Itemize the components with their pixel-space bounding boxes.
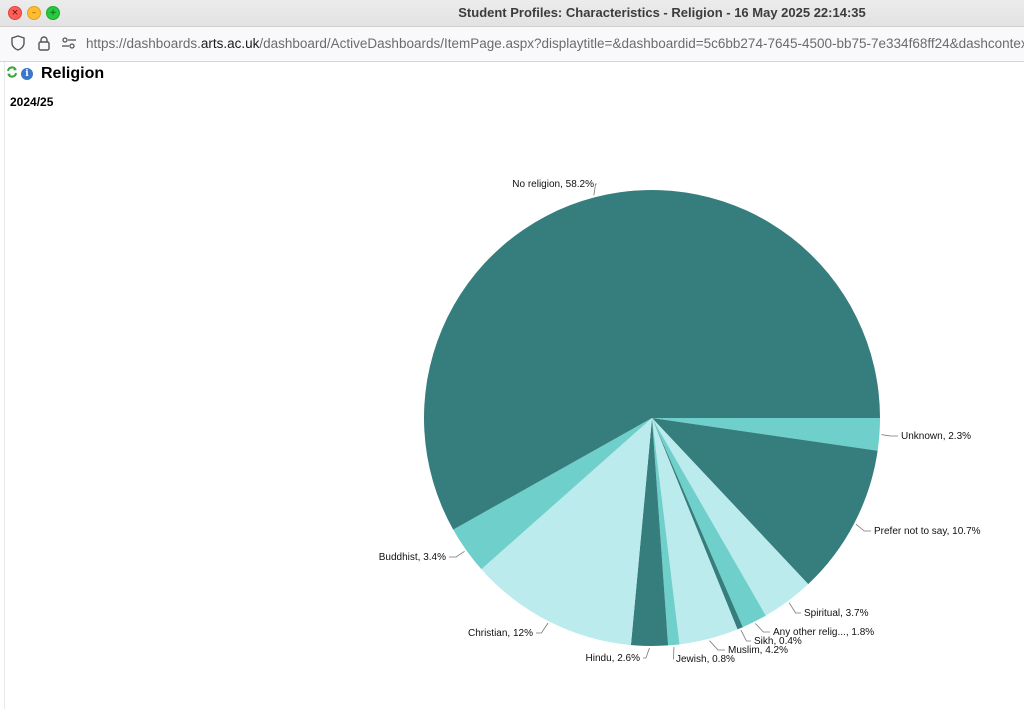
- leader-line: [673, 646, 675, 660]
- refresh-icon[interactable]: [6, 65, 18, 83]
- period-label: 2024/25: [10, 95, 54, 109]
- leader-line: [449, 550, 465, 558]
- pie-slice-christian[interactable]: [481, 418, 652, 646]
- shield-icon[interactable]: [10, 35, 26, 51]
- pie-slice-prefer-not-to-say[interactable]: [652, 418, 878, 585]
- info-icon[interactable]: i: [21, 68, 33, 80]
- site-permissions-icon[interactable]: [61, 35, 77, 51]
- slice-label: Any other relig..., 1.8%: [773, 627, 874, 638]
- close-window-icon[interactable]: ×: [8, 6, 22, 20]
- page-title: Religion: [41, 65, 105, 82]
- leader-line: [881, 434, 898, 437]
- pie-slice-no-religion[interactable]: [424, 190, 880, 530]
- leader-line: [855, 523, 871, 532]
- slice-label: No religion, 58.2%: [512, 179, 594, 190]
- minimize-window-icon[interactable]: –: [27, 6, 41, 20]
- leader-line: [788, 602, 801, 614]
- leader-line: [740, 629, 751, 642]
- slice-label: Jewish, 0.8%: [676, 654, 735, 665]
- slice-label: Christian, 12%: [468, 628, 533, 639]
- maximize-window-icon[interactable]: +: [46, 6, 60, 20]
- pie-slice-unknown[interactable]: [652, 418, 880, 451]
- slice-label: Muslim, 4.2%: [728, 645, 788, 656]
- leader-line: [536, 622, 549, 634]
- window-titlebar: × – + Student Profiles: Characteristics …: [0, 0, 1024, 27]
- url-host: arts.ac.uk: [200, 36, 260, 51]
- page-divider: [4, 62, 5, 709]
- slice-label: Sikh, 0.4%: [754, 636, 802, 647]
- pie-slice-muslim[interactable]: [652, 418, 738, 645]
- pie-slice-spiritual[interactable]: [652, 418, 809, 616]
- pie-slice-sikh[interactable]: [652, 418, 743, 630]
- slice-label: Spiritual, 3.7%: [804, 608, 869, 619]
- url-text[interactable]: https://dashboards.arts.ac.uk/dashboard/…: [86, 36, 1024, 51]
- url-prefix: https://dashboards.: [86, 36, 201, 51]
- leader-line: [593, 183, 597, 196]
- address-bar: https://dashboards.arts.ac.uk/dashboard/…: [0, 27, 1024, 62]
- url-rest: /dashboard/ActiveDashboards/ItemPage.asp…: [259, 36, 1024, 51]
- pie-slice-any-other-relig[interactable]: [652, 418, 766, 628]
- lock-icon[interactable]: [36, 35, 52, 51]
- pie-slice-hindu[interactable]: [630, 418, 669, 646]
- slice-label: Prefer not to say, 10.7%: [874, 526, 981, 537]
- pie-slice-buddhist[interactable]: [453, 418, 652, 570]
- slice-label: Hindu, 2.6%: [586, 653, 641, 664]
- item-header: i Religion: [6, 65, 104, 83]
- leader-line: [755, 623, 770, 633]
- window-title: Student Profiles: Characteristics - Reli…: [458, 5, 866, 20]
- leader-line: [643, 647, 650, 659]
- pie-slice-jewish[interactable]: [652, 418, 680, 646]
- slice-label: Unknown, 2.3%: [901, 431, 971, 442]
- leader-line: [709, 640, 725, 651]
- slice-label: Buddhist, 3.4%: [379, 552, 446, 563]
